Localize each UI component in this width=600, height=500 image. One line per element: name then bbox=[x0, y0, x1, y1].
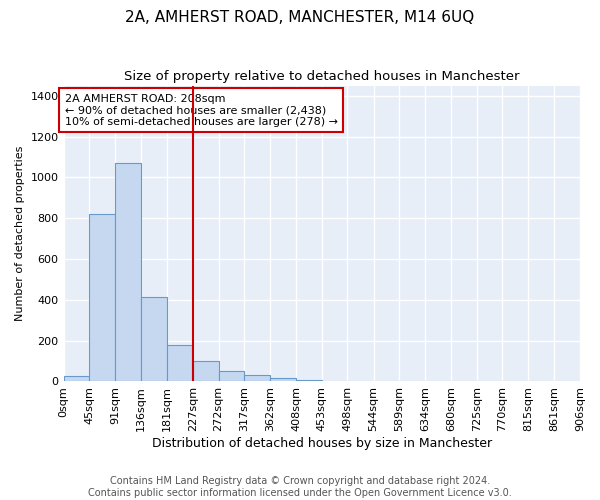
Bar bbox=[244, 376, 270, 382]
Bar bbox=[167, 344, 193, 382]
Bar bbox=[270, 378, 296, 382]
Text: Contains HM Land Registry data © Crown copyright and database right 2024.
Contai: Contains HM Land Registry data © Crown c… bbox=[88, 476, 512, 498]
Bar bbox=[296, 380, 322, 382]
Bar bbox=[322, 381, 347, 382]
Text: 2A, AMHERST ROAD, MANCHESTER, M14 6UQ: 2A, AMHERST ROAD, MANCHESTER, M14 6UQ bbox=[125, 10, 475, 25]
Bar bbox=[218, 371, 244, 382]
Bar bbox=[193, 361, 218, 382]
X-axis label: Distribution of detached houses by size in Manchester: Distribution of detached houses by size … bbox=[152, 437, 492, 450]
Bar bbox=[64, 376, 89, 382]
Title: Size of property relative to detached houses in Manchester: Size of property relative to detached ho… bbox=[124, 70, 520, 83]
Bar bbox=[141, 297, 167, 382]
Y-axis label: Number of detached properties: Number of detached properties bbox=[15, 146, 25, 321]
Text: 2A AMHERST ROAD: 208sqm
← 90% of detached houses are smaller (2,438)
10% of semi: 2A AMHERST ROAD: 208sqm ← 90% of detache… bbox=[65, 94, 338, 127]
Bar bbox=[115, 163, 141, 382]
Bar bbox=[89, 214, 115, 382]
